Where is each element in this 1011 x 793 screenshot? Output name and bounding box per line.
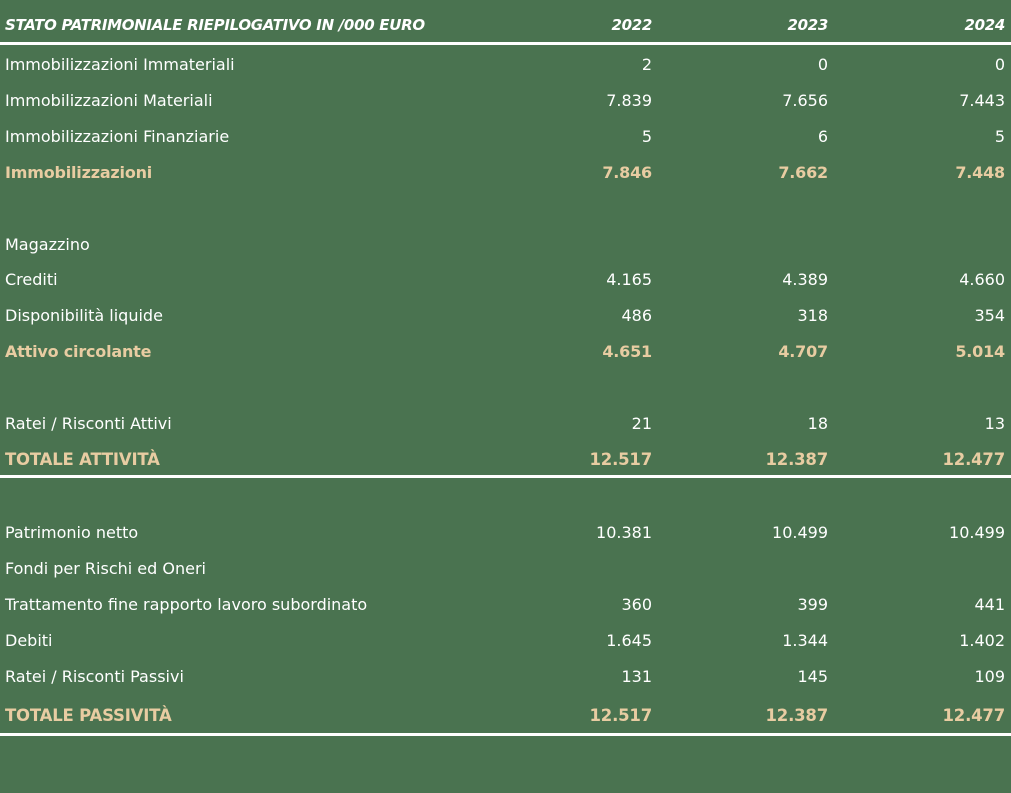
value-2023: 145 — [797, 667, 828, 686]
column-header-2023: 2023 — [787, 16, 828, 34]
subtotal-row-attivo-circolante: Attivo circolante 4.651 4.707 5.014 — [0, 334, 1011, 370]
value-2023: 6 — [817, 127, 828, 146]
value-2023: 399 — [797, 595, 828, 614]
value-2022: 5 — [641, 127, 652, 146]
total-row-passivita: TOTALE PASSIVITÀ 12.517 12.387 12.477 — [0, 698, 1011, 734]
value-2024: 12.477 — [942, 706, 1006, 725]
value-2022: 4.651 — [602, 342, 652, 361]
assets-total-divider — [0, 475, 1011, 478]
value-2022: 2 — [641, 55, 652, 74]
value-2024: 1.402 — [959, 631, 1005, 650]
value-2023: 7.656 — [782, 91, 828, 110]
value-2022: 12.517 — [589, 450, 653, 469]
value-2022: 486 — [621, 306, 652, 325]
value-2022: 21 — [631, 414, 652, 433]
row-label: Immobilizzazioni Materiali — [5, 91, 213, 110]
row-label: TOTALE PASSIVITÀ — [5, 706, 172, 725]
value-2023: 12.387 — [765, 450, 829, 469]
value-2023: 1.344 — [782, 631, 828, 650]
value-2022: 7.846 — [602, 163, 652, 182]
table-row: Disponibilità liquide 486 318 354 — [0, 298, 1011, 334]
table-title: STATO PATRIMONIALE RIEPILOGATIVO IN /000… — [5, 16, 425, 34]
table-row: Patrimonio netto 10.381 10.499 10.499 — [0, 515, 1011, 551]
value-2023: 18 — [807, 414, 828, 433]
row-label: Patrimonio netto — [5, 523, 139, 542]
table-row: Magazzino — [0, 227, 1011, 263]
value-2023: 4.707 — [778, 342, 828, 361]
value-2024: 5.014 — [955, 342, 1005, 361]
table-row: Immobilizzazioni Finanziarie 5 6 5 — [0, 119, 1011, 155]
row-label: Crediti — [5, 270, 58, 289]
table-row: Fondi per Rischi ed Oneri — [0, 551, 1011, 587]
row-label: Immobilizzazioni — [5, 163, 153, 182]
value-2024: 109 — [974, 667, 1005, 686]
value-2023: 12.387 — [765, 706, 829, 725]
value-2022: 131 — [621, 667, 652, 686]
value-2024: 4.660 — [959, 270, 1005, 289]
row-label: Trattamento fine rapporto lavoro subordi… — [5, 595, 368, 614]
value-2024: 441 — [974, 595, 1005, 614]
value-2022: 1.645 — [606, 631, 652, 650]
value-2022: 360 — [621, 595, 652, 614]
row-label: Immobilizzazioni Finanziarie — [5, 127, 230, 146]
row-label: Ratei / Risconti Attivi — [5, 414, 172, 433]
header-divider — [0, 42, 1011, 45]
table-row: Debiti 1.645 1.344 1.402 — [0, 623, 1011, 659]
value-2024: 5 — [994, 127, 1005, 146]
table-row: Trattamento fine rapporto lavoro subordi… — [0, 587, 1011, 623]
row-label: Fondi per Rischi ed Oneri — [5, 559, 206, 578]
table-row: Ratei / Risconti Attivi 21 18 13 — [0, 406, 1011, 442]
value-2023: 318 — [797, 306, 828, 325]
table-row: Immobilizzazioni Immateriali 2 0 0 — [0, 47, 1011, 83]
value-2024: 13 — [984, 414, 1005, 433]
subtotal-row-immobilizzazioni: Immobilizzazioni 7.846 7.662 7.448 — [0, 155, 1011, 191]
column-header-2022: 2022 — [611, 16, 652, 34]
value-2024: 12.477 — [942, 450, 1006, 469]
table-row: Ratei / Risconti Passivi 131 145 109 — [0, 659, 1011, 695]
row-label: Attivo circolante — [5, 342, 152, 361]
column-header-2024: 2024 — [964, 16, 1005, 34]
value-2024: 7.443 — [959, 91, 1005, 110]
row-label: Disponibilità liquide — [5, 306, 163, 325]
value-2024: 0 — [994, 55, 1005, 74]
liabilities-total-divider — [0, 733, 1011, 736]
row-label: TOTALE ATTIVITÀ — [5, 450, 160, 469]
table-header-row: STATO PATRIMONIALE RIEPILOGATIVO IN /000… — [0, 7, 1011, 43]
value-2022: 4.165 — [606, 270, 652, 289]
row-label: Debiti — [5, 631, 53, 650]
value-2023: 10.499 — [772, 523, 828, 542]
value-2023: 0 — [817, 55, 828, 74]
value-2024: 7.448 — [955, 163, 1005, 182]
value-2024: 354 — [974, 306, 1005, 325]
row-label: Magazzino — [5, 235, 90, 254]
value-2023: 7.662 — [778, 163, 828, 182]
table-row: Crediti 4.165 4.389 4.660 — [0, 262, 1011, 298]
value-2022: 10.381 — [596, 523, 652, 542]
row-label: Immobilizzazioni Immateriali — [5, 55, 235, 74]
table-row: Immobilizzazioni Materiali 7.839 7.656 7… — [0, 83, 1011, 119]
total-row-attivita: TOTALE ATTIVITÀ 12.517 12.387 12.477 — [0, 442, 1011, 478]
value-2022: 12.517 — [589, 706, 653, 725]
row-label: Ratei / Risconti Passivi — [5, 667, 184, 686]
value-2022: 7.839 — [606, 91, 652, 110]
value-2023: 4.389 — [782, 270, 828, 289]
value-2024: 10.499 — [949, 523, 1005, 542]
